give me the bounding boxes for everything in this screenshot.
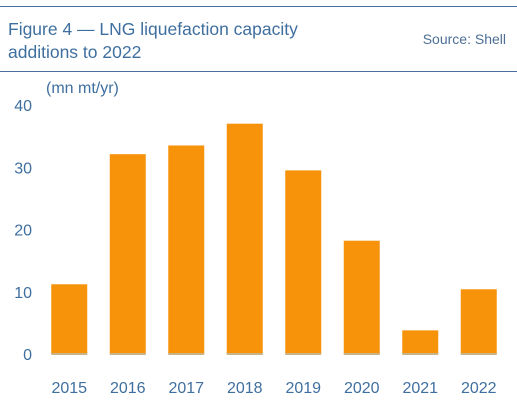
x-tick-label-2018: 2018 — [227, 380, 263, 397]
x-tick-label-2016: 2016 — [110, 380, 146, 397]
bar-baseline-2015 — [51, 353, 88, 355]
bar-baseline-2018 — [226, 353, 263, 355]
x-axis-ticks: 2015 2016 2017 2018 2019 2020 2021 2022 — [51, 380, 496, 397]
bar-baseline-2019 — [285, 353, 322, 355]
bar-baseline-2022 — [460, 353, 497, 355]
bar-2017 — [168, 145, 205, 354]
top-rule — [0, 6, 517, 7]
y-tick-label: 30 — [14, 160, 32, 177]
x-tick-label-2017: 2017 — [168, 380, 204, 397]
bar-2019 — [285, 170, 322, 354]
bar-baseline-2020 — [343, 353, 380, 355]
bar-2022 — [460, 289, 497, 354]
y-axis-unit-label: (mn mt/yr) — [46, 80, 119, 97]
bar-baseline-2021 — [402, 353, 439, 355]
bar-2018 — [226, 123, 263, 354]
x-tick-label-2022: 2022 — [461, 380, 497, 397]
figure-title: Figure 4 — LNG liquefaction capacity add… — [8, 19, 298, 62]
x-tick-label-2021: 2021 — [402, 380, 438, 397]
bar-baseline-2017 — [168, 353, 205, 355]
bar-2015 — [51, 284, 88, 354]
bar-2020 — [343, 240, 380, 354]
y-tick-label: 40 — [14, 98, 32, 115]
x-tick-label-2015: 2015 — [51, 380, 87, 397]
y-tick-label: 20 — [14, 223, 32, 240]
bar-baseline-2016 — [109, 353, 146, 355]
source-label: Source: Shell — [422, 31, 506, 47]
x-tick-label-2020: 2020 — [344, 380, 380, 397]
bars — [51, 123, 497, 355]
y-tick-label: 0 — [23, 347, 32, 364]
bar-2016 — [109, 154, 146, 354]
y-axis-ticks: 0 10 20 30 40 — [14, 98, 32, 364]
x-tick-label-2019: 2019 — [285, 380, 321, 397]
y-tick-label: 10 — [14, 285, 32, 302]
bar-2021 — [402, 330, 439, 354]
header-rule — [0, 71, 517, 72]
